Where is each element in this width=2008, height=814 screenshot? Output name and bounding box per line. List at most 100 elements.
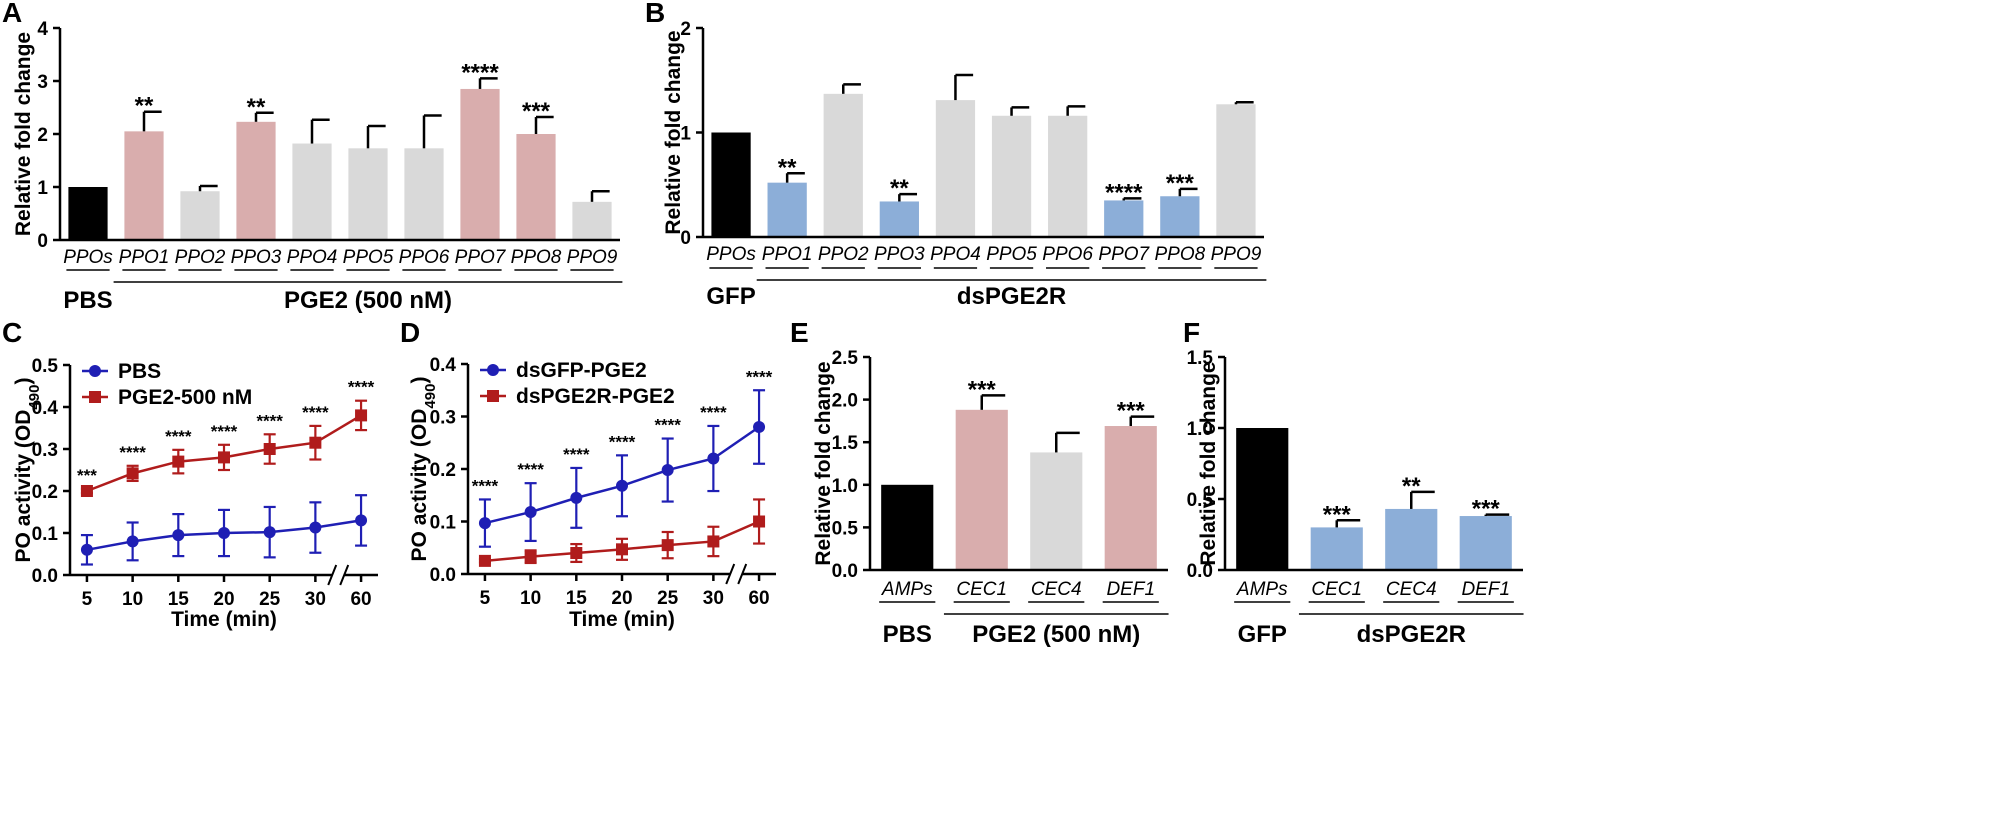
category-label: PPO5	[986, 244, 1037, 265]
data-point	[753, 515, 766, 528]
group-label: GFP	[1238, 621, 1287, 648]
significance-label: **	[778, 154, 797, 181]
data-point	[126, 467, 139, 480]
category-label: CEC1	[1311, 579, 1362, 600]
category-label: DEF1	[1106, 579, 1155, 600]
y-tick-label: 0.0	[832, 561, 858, 582]
bar	[572, 201, 612, 240]
panel-letter: E	[790, 317, 809, 348]
data-point	[309, 521, 322, 534]
category-label: PPOs	[706, 244, 756, 265]
category-label: PPO1	[762, 244, 813, 265]
bar	[935, 100, 976, 237]
category-label: PPO8	[511, 247, 562, 268]
significance-label: ****	[348, 378, 375, 397]
y-axis-label: PO activity (OD490)	[408, 377, 439, 562]
y-tick-label: 0.2	[32, 482, 58, 503]
bar	[1385, 508, 1438, 570]
bar	[879, 201, 919, 237]
bar	[881, 484, 934, 570]
category-label: PPO5	[343, 247, 394, 268]
data-point	[355, 514, 368, 527]
y-tick-label: 2.5	[832, 348, 859, 369]
bar	[1048, 115, 1088, 237]
legend-label: dsPGE2R-PGE2	[516, 385, 675, 408]
category-label: PPO2	[818, 244, 869, 265]
y-tick-label: 0.3	[430, 408, 456, 429]
data-point	[616, 479, 628, 492]
y-tick-label: 1.0	[832, 476, 858, 497]
significance-label: **	[247, 94, 266, 121]
significance-label: ****	[472, 476, 499, 495]
bar	[767, 182, 807, 237]
panel-letter: C	[2, 317, 22, 348]
category-label: PPO1	[119, 247, 170, 268]
category-label: PPO9	[1211, 244, 1262, 265]
y-axis-label-main: PO activity (OD	[408, 409, 431, 562]
x-tick-label: 20	[213, 589, 234, 610]
data-point	[753, 421, 766, 433]
bar	[1104, 426, 1157, 570]
category-label: PPO6	[399, 247, 450, 268]
y-tick-label: 0.5	[1187, 490, 1214, 511]
x-tick-label: 10	[122, 589, 143, 610]
category-label: PPO3	[231, 247, 282, 268]
significance-label: **	[135, 93, 154, 120]
bar	[404, 148, 444, 240]
bar	[1160, 196, 1200, 237]
group-label: dsPGE2R	[1357, 621, 1466, 648]
y-axis-label: Relative fold change	[12, 32, 35, 236]
y-tick-label: 3	[37, 72, 48, 93]
data-point	[478, 517, 491, 530]
data-point	[570, 547, 583, 559]
panel-letter: D	[400, 317, 420, 348]
category-label: DEF1	[1461, 579, 1510, 600]
bar	[991, 115, 1032, 237]
category-label: PPO6	[1042, 244, 1093, 265]
category-label: PPO3	[874, 244, 925, 265]
chart-panel-C: C PO activity (OD490) 0.0 0.1 0.2 0.3 0.4 0.5 5 1…	[2, 317, 378, 631]
bar	[1104, 200, 1144, 237]
data-point	[661, 539, 674, 552]
y-tick-label: 0.1	[32, 524, 59, 545]
bar	[1236, 428, 1289, 570]
bar	[460, 88, 500, 240]
x-tick-label: 5	[480, 588, 491, 609]
x-axis-label: Time (min)	[569, 608, 675, 631]
legend-label: dsGFP-PGE2	[516, 359, 647, 382]
category-label: AMPs	[1236, 579, 1288, 600]
x-tick-label: 5	[82, 589, 93, 610]
bar	[348, 148, 388, 240]
x-tick-label: 25	[259, 589, 281, 610]
y-axis-label-subscript: 490	[422, 384, 439, 409]
category-label: PPO4	[287, 247, 338, 268]
axis-break	[725, 563, 736, 585]
data-point	[707, 452, 720, 465]
y-tick-label: 0.0	[32, 566, 58, 587]
axis-break	[737, 563, 748, 585]
y-tick-label: 0.0	[430, 565, 456, 586]
x-axis-label: Time (min)	[171, 608, 277, 631]
significance-label: ****	[119, 443, 146, 462]
significance-label: ***	[1166, 170, 1195, 197]
y-tick-label: 4	[37, 19, 48, 40]
data-point	[661, 464, 674, 477]
data-point	[355, 409, 368, 422]
category-label: CEC1	[956, 579, 1007, 600]
significance-label: ***	[968, 376, 997, 403]
bar	[292, 143, 332, 240]
data-point	[570, 491, 583, 504]
y-tick-label: 0	[680, 228, 691, 249]
significance-label: **	[890, 175, 909, 202]
significance-label: ****	[165, 427, 192, 446]
y-axis-label: PO activity (OD490)	[12, 378, 43, 563]
legend-label: PBS	[118, 360, 161, 383]
bar	[823, 93, 863, 238]
x-tick-label: 60	[748, 588, 769, 609]
significance-label: ***	[77, 466, 97, 485]
y-tick-label: 0.4	[430, 355, 457, 376]
category-label: PPO9	[567, 247, 618, 268]
